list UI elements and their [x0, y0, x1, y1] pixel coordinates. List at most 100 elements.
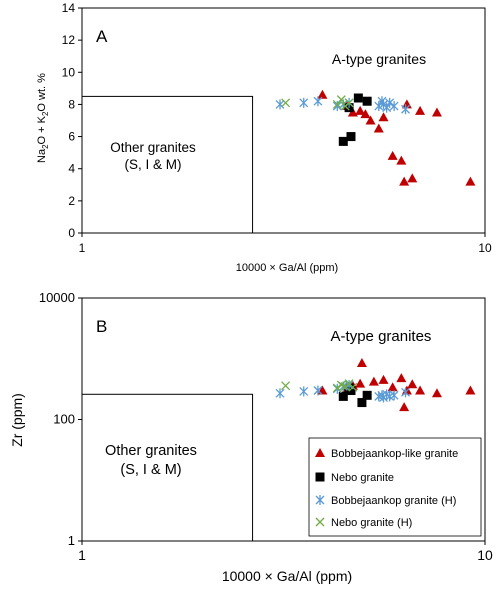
panel-a-y-axis-title: Na2O + K2O wt. % [36, 73, 50, 163]
panel-a-point-nebo [362, 96, 372, 106]
panel-a-point-bl [378, 112, 389, 122]
legend-entry-bobbejaankop-like: Bobbejaankop-like granite [315, 448, 458, 460]
panel-a-y-tick-label: 6 [68, 130, 75, 144]
panel-b-point-bl [396, 373, 407, 383]
panel-b-y-ticks: 1 100 10000 [39, 290, 82, 548]
panel-a-point-bl [415, 105, 426, 115]
panel-a-plot-area [81, 7, 486, 234]
panel-b-point-nh [332, 383, 342, 393]
panel-a-point-nh [344, 98, 354, 108]
panel-a-point-bl [465, 176, 476, 186]
panel-b-point-bl [387, 382, 398, 392]
panel-b-point-bl [356, 358, 367, 368]
legend-marker-triangle [315, 448, 325, 457]
legend-box [308, 437, 482, 537]
panel-b-point-bl [407, 379, 418, 389]
panel-b-point-nebo [357, 398, 367, 408]
panel-b-point-nebo [338, 391, 348, 401]
panel-a-chart: A Other granites (S, I & M) A-type grani… [36, 1, 492, 274]
panel-a-x-tick-label: 1 [79, 241, 86, 255]
panel-a-x-axis-title: 10000 × Ga/Al (ppm) [236, 262, 338, 274]
panel-b-point-bl [355, 378, 366, 388]
panel-b-point-bl [415, 385, 426, 395]
panel-a-point-bl [373, 123, 384, 133]
legend-marker-square [315, 472, 325, 482]
panel-a-point-bl [431, 107, 442, 117]
panel-b-point-bl [431, 388, 442, 398]
panel-a-point-bl [365, 115, 376, 125]
panel-a-point-nebo [338, 136, 348, 146]
panel-b-series-nh [281, 379, 358, 393]
legend-marker-asterisk [315, 495, 325, 505]
legend-entry-bobbejaankop-h: Bobbejaankop granite (H) [315, 495, 456, 507]
panel-a-a-type-label: A-type granites [332, 51, 426, 67]
panel-a-x-tick-label: 10 [478, 241, 492, 255]
panel-b-a-type-label: A-type granites [331, 328, 432, 345]
panel-a-y-tick-label: 2 [68, 194, 75, 208]
legend-symbol-nh [315, 517, 325, 527]
panel-b-other-granites-label: Other granites [105, 443, 197, 459]
panel-b-other-granites-sublabel: (S, I & M) [120, 462, 181, 478]
panel-b-series-bl [317, 358, 476, 412]
panel-b-point-bl [378, 374, 389, 384]
panel-b-point-bl [368, 376, 379, 386]
panel-a-y-tick-label: 0 [68, 226, 75, 240]
panel-b-point-bh [299, 386, 309, 397]
panel-b-x-tick-label: 10 [477, 547, 493, 563]
panel-a-point-bl [396, 155, 407, 165]
panel-a-point-nh [281, 98, 291, 108]
panel-b-point-bh [275, 388, 285, 399]
panel-b-point-nebo [362, 390, 372, 400]
panel-a-other-granites-sublabel: (S, I & M) [125, 157, 182, 172]
panel-a-x-ticks: 1 10 [79, 233, 492, 255]
panel-b-x-axis-title: 10000 × Ga/Al (ppm) [222, 568, 352, 584]
panel-b-chart: B Other granites (S, I & M) A-type grani… [9, 290, 493, 584]
panel-a-point-bl [407, 173, 418, 183]
legend-label: Nebo granite (H) [331, 517, 412, 529]
legend-marker-x [315, 517, 325, 527]
panel-a-y-tick-label: 8 [68, 97, 75, 111]
panel-a-point-bh [299, 97, 309, 108]
panel-a-series-nh [281, 95, 354, 111]
panel-b-y-tick-label: 100 [53, 412, 75, 427]
panel-a-point-bl [360, 109, 371, 119]
panel-b-x-tick-label: 1 [78, 547, 86, 563]
legend-label: Bobbejaankop granite (H) [331, 495, 456, 507]
panel-a-other-granites-label: Other granites [110, 140, 196, 155]
panel-a-label: A [96, 27, 108, 46]
panel-a-point-bh [389, 101, 399, 112]
panel-a-point-nh [336, 95, 346, 105]
panel-a-point-nebo [346, 132, 356, 142]
panel-b-point-bh [313, 385, 323, 396]
panel-b-point-nh [281, 381, 291, 391]
panel-a-point-bl [399, 176, 410, 186]
panel-a-points [275, 89, 476, 186]
panel-a-y-tick-label: 12 [62, 33, 76, 47]
panel-a-point-bh [385, 97, 395, 108]
panel-b-y-tick-label: 1 [68, 533, 75, 548]
panel-a-point-bl [387, 150, 398, 160]
legend-symbol-bl [315, 448, 325, 457]
panel-a-point-bh [332, 101, 342, 112]
panel-a-point-nebo [353, 93, 363, 103]
legend-symbol-nebo [315, 472, 325, 482]
panel-a-y-tick-label: 14 [62, 1, 76, 15]
panel-b-point-nh [348, 382, 358, 392]
panel-b-y-axis-title: Zr (ppm) [9, 393, 25, 447]
panel-a-point-bh [275, 99, 285, 110]
panel-a-point-bl [355, 105, 366, 115]
legend-label: Nebo granite [331, 472, 394, 484]
legend-entry-nebo-h: Nebo granite (H) [315, 517, 412, 529]
legend-label: Bobbejaankop-like granite [331, 448, 458, 460]
panel-b-point-bh [389, 390, 399, 401]
panel-b-label: B [96, 317, 107, 336]
legend-entry-nebo: Nebo granite [315, 472, 394, 484]
panel-a-y-ticks: 0 2 4 6 8 10 12 14 [62, 1, 82, 240]
panel-b-x-ticks: 1 10 [78, 541, 493, 563]
panel-b-point-nh [340, 381, 350, 391]
legend-symbol-bh [315, 495, 325, 505]
panel-a-point-bh [401, 104, 410, 115]
panel-b-y-tick-label: 10000 [39, 290, 75, 305]
panel-a-point-bl [317, 89, 328, 99]
